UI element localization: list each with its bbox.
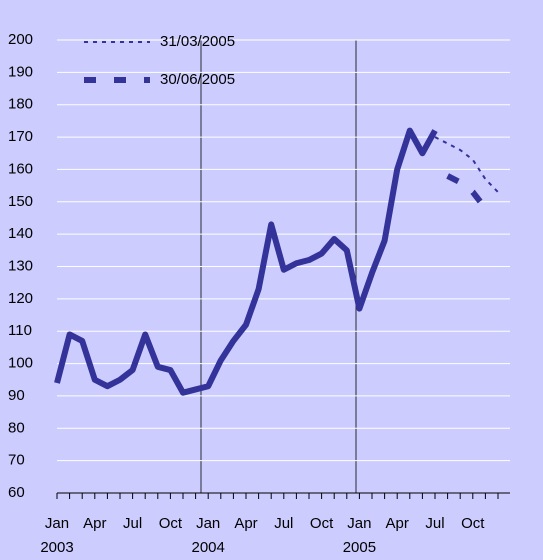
y-tick-label: 100 bbox=[8, 355, 33, 372]
x-tick-label: Oct bbox=[158, 515, 183, 532]
y-tick-label: 150 bbox=[8, 193, 33, 210]
x-tick-label: Jul bbox=[425, 515, 445, 532]
x-tick-label: Jul bbox=[274, 515, 294, 532]
x-tick-label: Jan 2003 bbox=[40, 515, 74, 556]
y-tick-label: 80 bbox=[8, 419, 25, 436]
x-tick-label: Oct bbox=[309, 515, 334, 532]
x-tick-label: Jul bbox=[123, 515, 143, 532]
y-tick-label: 200 bbox=[8, 31, 33, 48]
series-line bbox=[434, 136, 499, 193]
x-tick-label: Apr bbox=[385, 515, 409, 532]
y-tick-label: 60 bbox=[8, 484, 25, 501]
y-tick-label: 130 bbox=[8, 257, 33, 274]
y-tick-label: 70 bbox=[8, 452, 25, 469]
x-tick-label: Apr bbox=[234, 515, 258, 532]
series-line bbox=[54, 127, 438, 396]
y-tick-label: 160 bbox=[8, 160, 33, 177]
x-tick-label: Apr bbox=[83, 515, 107, 532]
y-tick-label: 140 bbox=[8, 225, 33, 242]
x-tick-label: Jan 2005 bbox=[342, 515, 377, 556]
legend-label: 30/06/2005 bbox=[160, 71, 235, 88]
y-tick-label: 120 bbox=[8, 290, 33, 307]
y-tick-label: 170 bbox=[8, 128, 33, 145]
x-tick-label: Oct bbox=[461, 515, 485, 532]
legend-label: 31/03/2005 bbox=[160, 33, 235, 50]
y-tick-label: 180 bbox=[8, 96, 33, 113]
x-tick-label: Jan 2004 bbox=[191, 515, 225, 556]
series-line bbox=[446, 173, 488, 211]
y-tick-label: 90 bbox=[8, 387, 25, 404]
y-tick-label: 190 bbox=[8, 63, 33, 80]
y-tick-label: 110 bbox=[8, 322, 32, 339]
